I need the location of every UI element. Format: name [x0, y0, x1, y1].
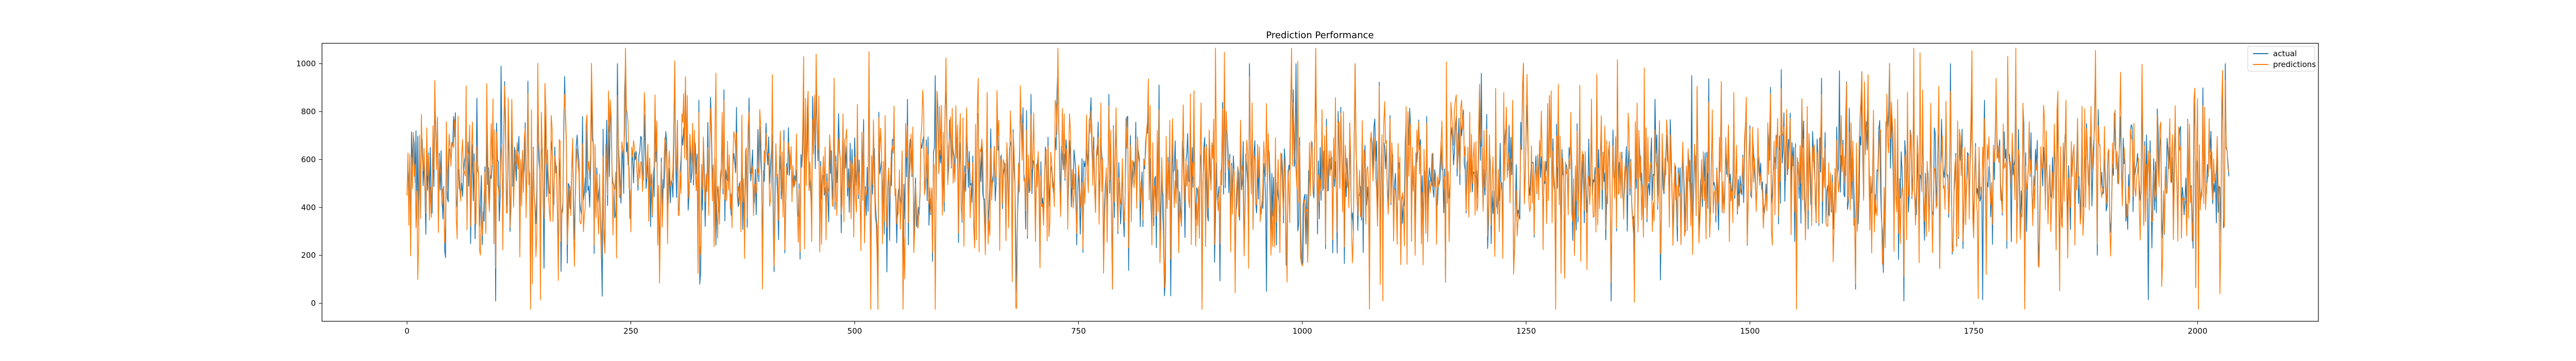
legend-label-predictions: predictions [2273, 60, 2316, 69]
x-tick-label: 500 [848, 326, 862, 336]
series-predictions [406, 47, 2229, 310]
axes-frame [321, 43, 2319, 322]
y-axis: 0 200 400 600 800 1000 [296, 59, 322, 308]
y-tick-label: 200 [301, 251, 316, 260]
x-axis: 0 250 500 750 1000 1250 1500 1750 2000 [404, 321, 2208, 336]
y-tick-label: 0 [311, 299, 316, 308]
x-tick-label: 2000 [2188, 326, 2207, 336]
y-tick-label: 800 [301, 107, 316, 116]
x-tick-label: 1000 [1293, 326, 1312, 336]
x-tick-label: 1750 [1964, 326, 1984, 336]
x-tick-label: 0 [404, 326, 410, 336]
y-tick-label: 400 [301, 203, 316, 212]
x-tick-label: 250 [623, 326, 638, 336]
x-tick-label: 1250 [1516, 326, 1536, 336]
series-layer [406, 47, 2230, 310]
y-tick-label: 1000 [296, 59, 316, 68]
x-tick-label: 1500 [1740, 326, 1759, 336]
chart-title: Prediction Performance [1266, 30, 1374, 41]
x-tick-label: 750 [1071, 326, 1086, 336]
legend-label-actual: actual [2273, 49, 2297, 58]
y-tick-label: 600 [301, 155, 316, 164]
legend: actual predictions [2247, 46, 2316, 72]
